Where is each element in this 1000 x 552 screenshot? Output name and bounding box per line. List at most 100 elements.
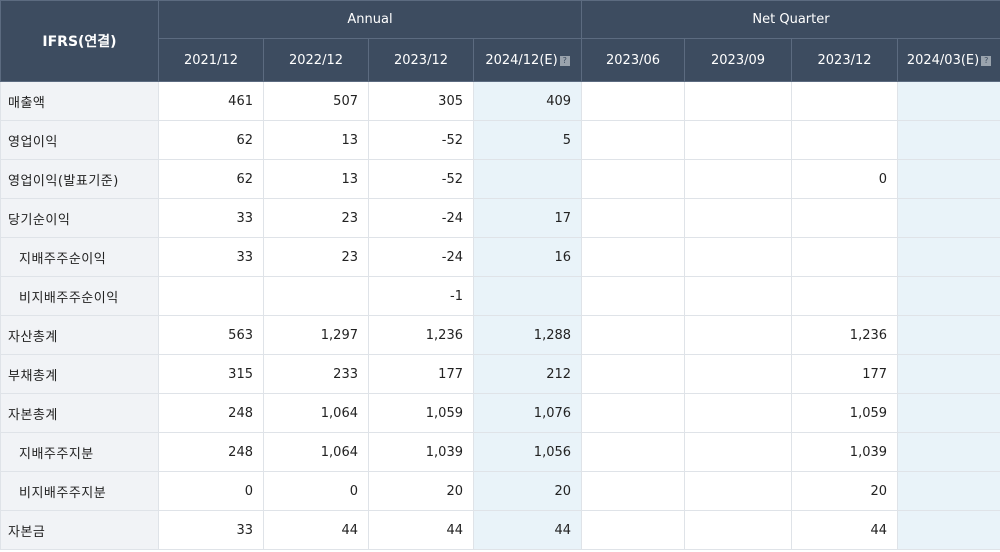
row-label: 자산총계 — [0, 315, 159, 355]
row-label: 자본금 — [0, 510, 159, 550]
table-cell: 62 — [158, 120, 264, 160]
info-icon[interactable]: ? — [981, 55, 992, 66]
table-cell — [897, 276, 1000, 316]
period-header: 2022/12 — [263, 38, 369, 82]
table-cell — [581, 471, 686, 511]
table-cell: -52 — [368, 120, 474, 160]
table-row: 당기순이익 33 23 -24 17 — [0, 198, 1000, 238]
table-cell: 305 — [368, 81, 474, 121]
table-cell: 33 — [158, 198, 264, 238]
table-cell — [158, 276, 264, 316]
row-label: 영업이익(발표기준) — [0, 159, 159, 199]
table-row: 매출액 461 507 305 409 — [0, 81, 1000, 121]
table-cell — [684, 471, 793, 511]
table-cell: 16 — [472, 237, 583, 277]
table-cell: 248 — [158, 393, 264, 433]
table-cell — [581, 315, 686, 355]
table-cell: 20 — [368, 471, 474, 511]
table-row: 자본총계 248 1,064 1,059 1,076 1,059 — [0, 393, 1000, 433]
table-cell: 1,056 — [472, 432, 583, 472]
table-cell: 212 — [472, 354, 583, 394]
table-cell — [684, 393, 793, 433]
table-row: 지배주주지분 248 1,064 1,039 1,056 1,039 — [0, 432, 1000, 472]
table-cell: 44 — [263, 510, 369, 550]
table-cell — [897, 432, 1000, 472]
row-label: 지배주주순이익 — [0, 237, 159, 277]
table-cell: 44 — [791, 510, 899, 550]
period-header: 2023/12 — [368, 38, 474, 82]
table-row: 영업이익(발표기준) 62 13 -52 0 — [0, 159, 1000, 199]
table-cell: 177 — [791, 354, 899, 394]
table-cell: 44 — [368, 510, 474, 550]
table-cell: 409 — [472, 81, 583, 121]
table-cell: 33 — [158, 237, 264, 277]
table-cell: 1,064 — [263, 393, 369, 433]
table-cell — [581, 120, 686, 160]
table-cell — [897, 354, 1000, 394]
table-cell — [581, 81, 686, 121]
table-cell: -1 — [368, 276, 474, 316]
table-cell — [684, 159, 793, 199]
table-cell — [684, 120, 793, 160]
row-label: 부채총계 — [0, 354, 159, 394]
table-cell: 5 — [472, 120, 583, 160]
period-header-estimate: 2024/03(E)? — [897, 38, 1000, 82]
table-cell: 1,039 — [368, 432, 474, 472]
table-cell — [684, 432, 793, 472]
table-cell: -24 — [368, 237, 474, 277]
table-cell: 33 — [158, 510, 264, 550]
table-row: 지배주주순이익 33 23 -24 16 — [0, 237, 1000, 277]
row-label: 당기순이익 — [0, 198, 159, 238]
table-cell — [472, 159, 583, 199]
table-cell — [472, 276, 583, 316]
table-cell — [684, 198, 793, 238]
info-icon[interactable]: ? — [559, 55, 570, 66]
row-label: 매출액 — [0, 81, 159, 121]
table-cell: 20 — [791, 471, 899, 511]
table-cell — [581, 276, 686, 316]
table-cell — [897, 315, 1000, 355]
period-header: 2021/12 — [158, 38, 264, 82]
row-label: 비지배주주지분 — [0, 471, 159, 511]
table-cell: 13 — [263, 159, 369, 199]
table-cell — [581, 393, 686, 433]
table-cell — [581, 354, 686, 394]
table-cell: 1,076 — [472, 393, 583, 433]
table-cell — [684, 276, 793, 316]
period-header: 2023/12 — [791, 38, 899, 82]
table-cell — [581, 432, 686, 472]
table-cell: 1,059 — [791, 393, 899, 433]
table-cell: 461 — [158, 81, 264, 121]
table-cell: 1,288 — [472, 315, 583, 355]
table-cell: 0 — [263, 471, 369, 511]
row-label: 영업이익 — [0, 120, 159, 160]
table-cell: 315 — [158, 354, 264, 394]
table-cell: 23 — [263, 198, 369, 238]
table-cell: 0 — [158, 471, 264, 511]
table-cell — [263, 276, 369, 316]
period-header: 2023/09 — [684, 38, 793, 82]
table-row: 영업이익 62 13 -52 5 — [0, 120, 1000, 160]
table-cell — [684, 81, 793, 121]
table-cell — [791, 276, 899, 316]
table-cell: 1,064 — [263, 432, 369, 472]
header-period-row: 2021/12 2022/12 2023/12 2024/12(E)? 2023… — [1, 38, 1000, 82]
table-cell: 62 — [158, 159, 264, 199]
net-quarter-header: Net Quarter — [581, 0, 1000, 39]
table-cell — [684, 510, 793, 550]
table-cell: -24 — [368, 198, 474, 238]
table-cell: 1,236 — [791, 315, 899, 355]
table-row: 자본금 33 44 44 44 44 — [0, 510, 1000, 550]
table-cell: 248 — [158, 432, 264, 472]
table-cell: 23 — [263, 237, 369, 277]
row-label: 자본총계 — [0, 393, 159, 433]
annual-header: Annual — [157, 0, 583, 39]
table-body: 매출액 461 507 305 409 영업이익 62 13 -52 5 영업이익(발표기준) 62 1… — [0, 81, 1000, 550]
table-cell — [897, 237, 1000, 277]
table-cell: 1,236 — [368, 315, 474, 355]
table-row: 비지배주주순이익 -1 — [0, 276, 1000, 316]
table-cell: 1,039 — [791, 432, 899, 472]
table-cell: 1,297 — [263, 315, 369, 355]
table-cell — [897, 159, 1000, 199]
